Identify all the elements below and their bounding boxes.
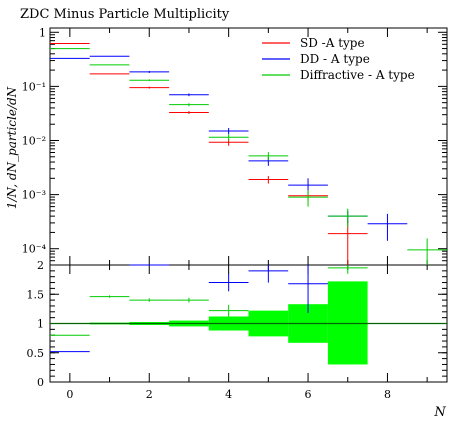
ratio-y-tick-label: 1.5 xyxy=(27,288,45,301)
ratio-y-tick-label: 0 xyxy=(37,376,44,389)
legend-label: Diffractive - A type xyxy=(300,68,415,82)
x-tick-label: 6 xyxy=(305,388,312,401)
y-tick-label: 1 xyxy=(39,26,46,39)
legend: SD -A type DD - A type Diffractive - A typ… xyxy=(262,36,415,82)
ratio-series-dd-a-type xyxy=(50,264,328,353)
y-tick-label: 10⁻³ xyxy=(22,189,46,202)
y-tick-label: 10⁻⁴ xyxy=(22,243,47,256)
x-tick-label: 0 xyxy=(66,388,73,401)
series-dd-a-type xyxy=(50,55,408,241)
ratio-y-tick-label: 1 xyxy=(37,318,44,331)
legend-label: SD -A type xyxy=(300,36,365,50)
legend-label: DD - A type xyxy=(300,52,370,66)
x-tick-label: 2 xyxy=(146,388,153,401)
y-tick-label: 10⁻¹ xyxy=(22,80,46,93)
ratio-y-tick-label: 0.5 xyxy=(27,347,45,360)
x-tick-label: 4 xyxy=(225,388,232,401)
ratio-y-tick-label: 2 xyxy=(37,259,44,272)
y-tick-label: 10⁻² xyxy=(22,134,46,147)
ratio-series-diffractive-a-type xyxy=(50,265,368,336)
y-axis-label: 1/N, dN_particle/dN xyxy=(5,86,19,209)
chart-title: ZDC Minus Particle Multiplicity xyxy=(20,7,230,22)
x-axis-label: N xyxy=(433,405,446,420)
series-sd-a-type xyxy=(50,43,368,265)
x-tick-label: 8 xyxy=(384,388,391,401)
series-diffractive-a-type xyxy=(50,48,447,265)
